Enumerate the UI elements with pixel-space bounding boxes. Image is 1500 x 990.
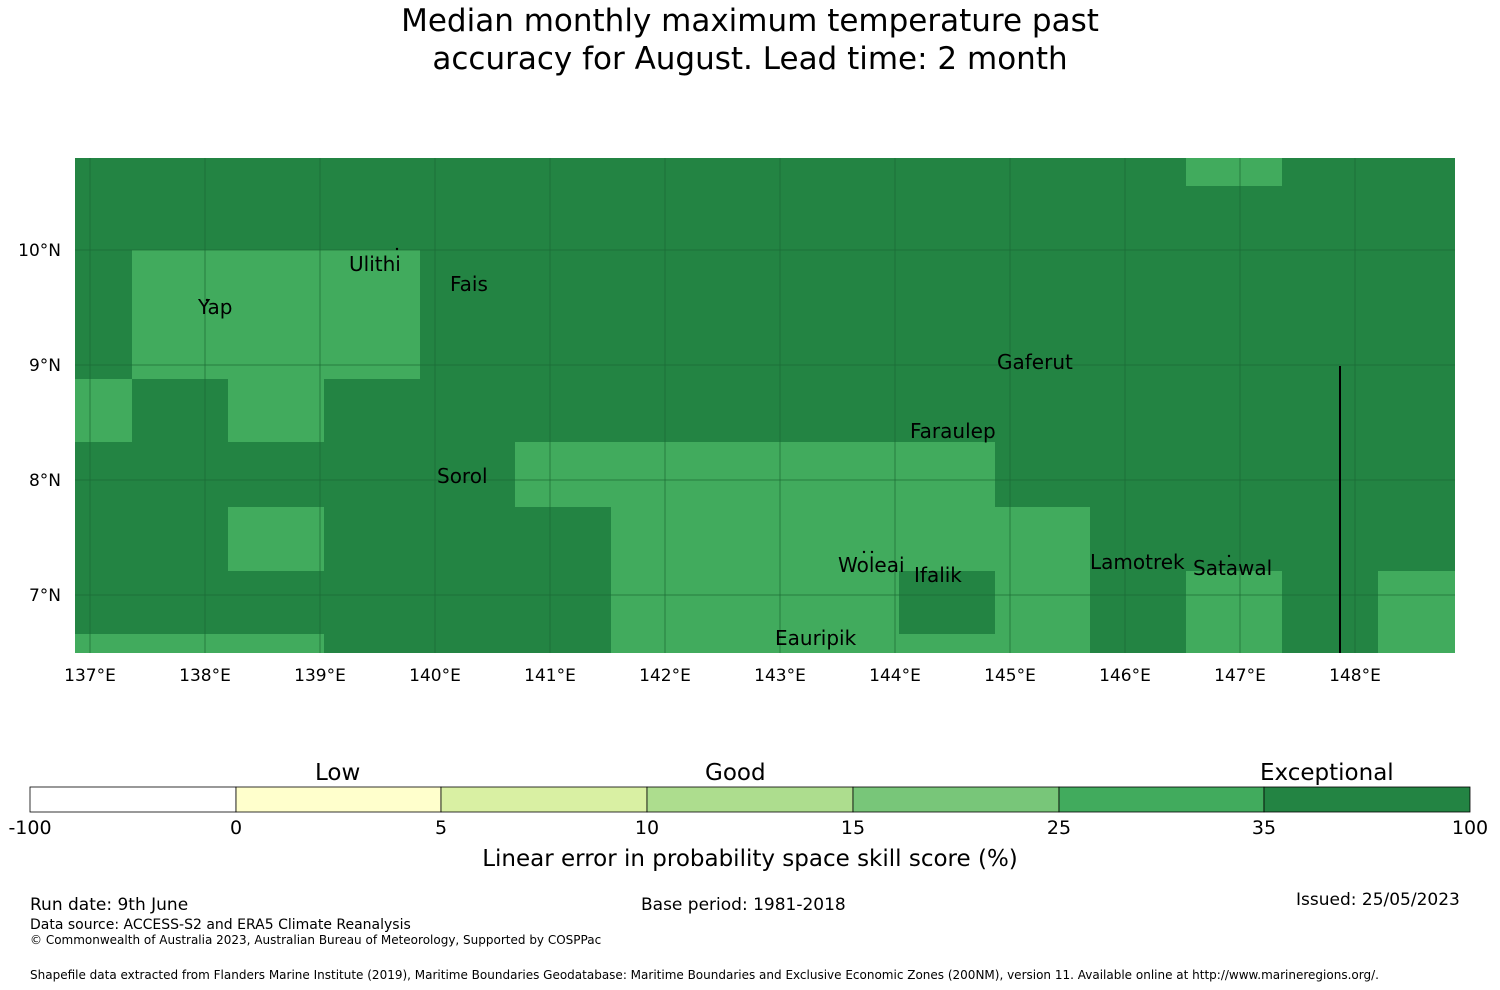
skill-cells	[75, 158, 1455, 653]
lon-label: 139°E	[294, 666, 346, 686]
lon-label: 143°E	[754, 666, 806, 686]
place-label: Ulithi	[349, 252, 401, 276]
place-label: Gaferut	[997, 350, 1073, 374]
place-labels: Ulithi Fais Yap Gaferut Faraulep Sorol Woleai I…	[197, 247, 1272, 650]
colorbar-segment	[852, 786, 1060, 813]
run-date: Run date: 9th June	[30, 895, 189, 915]
cell-very-good	[1186, 571, 1282, 653]
place-label: Satawal	[1193, 556, 1272, 580]
cell-very-good	[995, 507, 1090, 653]
cell-very-good	[1378, 571, 1455, 653]
lon-label: 144°E	[869, 666, 921, 686]
lon-label: 148°E	[1329, 666, 1381, 686]
colorbar-tick: 5	[435, 817, 447, 839]
title-line-2: accuracy for August. Lead time: 2 month	[432, 41, 1068, 77]
category-exceptional: Exceptional	[1260, 760, 1394, 786]
colorbar-segment	[440, 786, 648, 813]
graticule	[75, 158, 1455, 653]
colorbar-tick: 0	[230, 817, 242, 839]
cell-very-good	[1186, 158, 1282, 186]
place-label: Ifalik	[914, 563, 962, 587]
place-label: Lamotrek	[1090, 550, 1185, 574]
shapefile-credit: Shapefile data extracted from Flanders M…	[30, 968, 1379, 982]
colorbar-segment	[1263, 786, 1471, 813]
lon-label: 142°E	[639, 666, 691, 686]
cell-very-good	[228, 507, 324, 571]
base-period: Base period: 1981-2018	[641, 895, 846, 915]
colorbar-segment	[1058, 786, 1265, 813]
lat-label: 9°N	[29, 356, 61, 376]
colorbar-tick: 10	[635, 817, 659, 839]
cell-very-good	[611, 507, 899, 634]
data-source: Data source: ACCESS-S2 and ERA5 Climate …	[30, 917, 411, 933]
colorbar-segment	[646, 786, 854, 813]
lat-label: 10°N	[18, 241, 61, 261]
place-label: Faraulep	[910, 419, 996, 443]
island-mark	[395, 247, 399, 251]
colorbar-tick: 100	[1452, 817, 1488, 839]
lon-label: 145°E	[984, 666, 1036, 686]
island-mark	[862, 550, 866, 554]
longitude-labels: 137°E 138°E 139°E 140°E 141°E 142°E 143°E 144°E…	[64, 666, 1381, 686]
category-low: Low	[315, 760, 361, 786]
lon-label: 137°E	[64, 666, 116, 686]
cell-very-good	[611, 634, 995, 653]
colorbar-tick: -100	[8, 817, 51, 839]
colorbar-segment	[29, 786, 237, 813]
colorbar-segment	[235, 786, 442, 813]
colorbar-tick: 35	[1252, 817, 1276, 839]
place-label: Fais	[450, 272, 488, 296]
island-mark	[205, 298, 209, 302]
island-mark	[870, 550, 874, 554]
colorbar-label: Linear error in probability space skill …	[482, 846, 1018, 872]
place-label: Sorol	[437, 464, 488, 488]
lon-label: 138°E	[179, 666, 231, 686]
cell-very-good	[75, 379, 132, 442]
place-label: Yap	[197, 295, 232, 319]
title-line-1: Median monthly maximum temperature past	[401, 3, 1099, 39]
lon-label: 146°E	[1099, 666, 1151, 686]
lon-label: 147°E	[1214, 666, 1266, 686]
colorbar-tick: 25	[1047, 817, 1071, 839]
colorbar: -100 0 5 10 15 25 35 100	[8, 786, 1488, 839]
colorbar-tick: 15	[841, 817, 865, 839]
lat-label: 7°N	[29, 586, 61, 606]
island-mark	[954, 426, 958, 430]
place-label: Eauripik	[775, 626, 857, 650]
chart-title: Median monthly maximum temperature past …	[0, 2, 1500, 78]
cell-very-good	[899, 507, 995, 571]
latitude-labels: 10°N 9°N 8°N 7°N	[18, 241, 61, 606]
issued-date: Issued: 25/05/2023	[1296, 890, 1460, 910]
copyright: © Commonwealth of Australia 2023, Austra…	[30, 933, 602, 947]
lon-label: 141°E	[524, 666, 576, 686]
category-good: Good	[705, 760, 766, 786]
cell-very-good	[132, 250, 420, 379]
lat-label: 8°N	[29, 471, 61, 491]
place-label: Woleai	[838, 553, 905, 577]
cell-very-good	[75, 634, 324, 653]
cell-very-good	[228, 379, 324, 442]
island-mark	[1227, 554, 1231, 558]
cell-very-good	[515, 442, 995, 507]
lon-label: 140°E	[409, 666, 461, 686]
